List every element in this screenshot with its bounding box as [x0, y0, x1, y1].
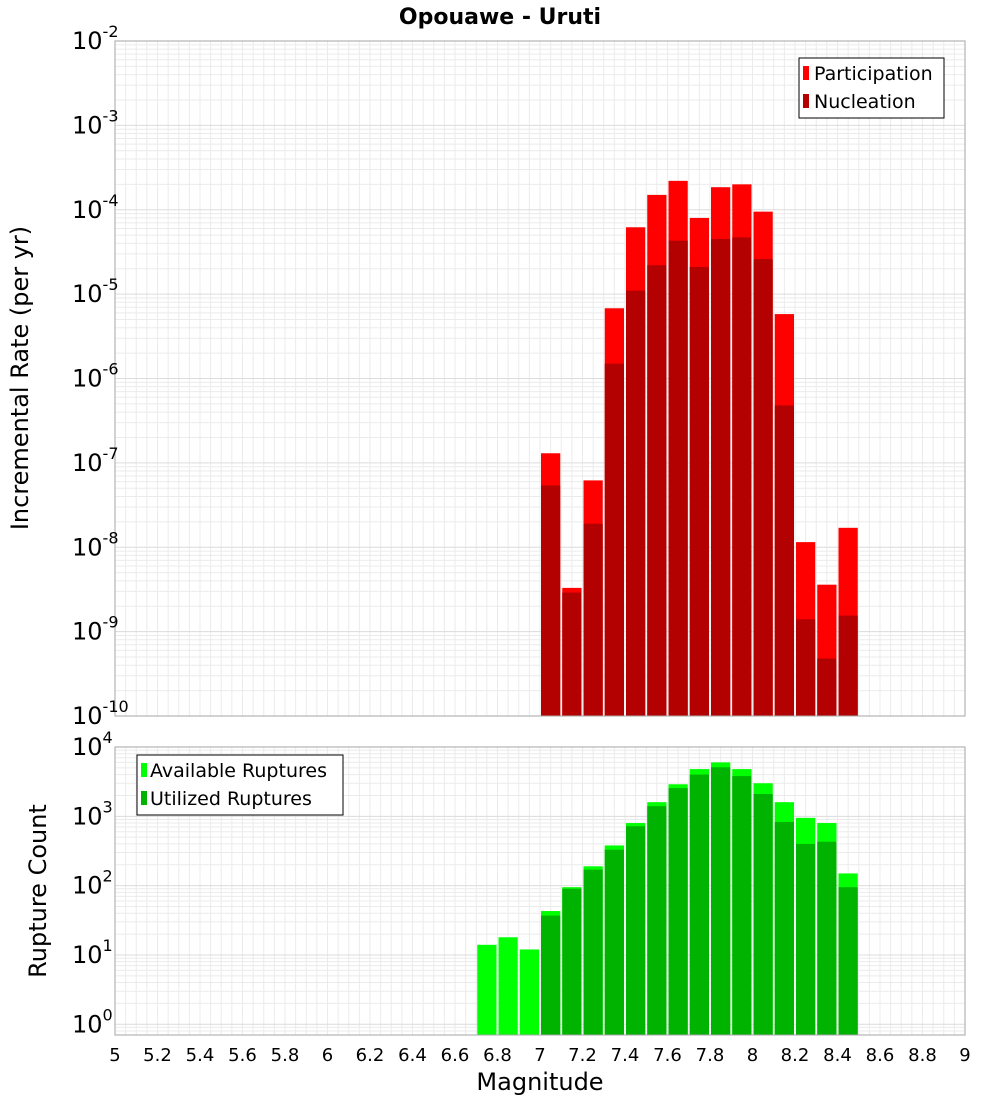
- bar-utilized-ruptures: [711, 767, 731, 1035]
- x-tick-label: 6.6: [441, 1045, 470, 1066]
- bar-nucleation: [732, 237, 752, 716]
- x-tick-label: 6: [322, 1045, 333, 1066]
- bottom-legend: Available Ruptures Utilized Ruptures: [136, 754, 344, 816]
- x-tick-label: 5: [109, 1045, 120, 1066]
- y-tick-label: 10-9: [72, 613, 119, 646]
- y-tick-label: 100: [72, 1005, 113, 1038]
- x-tick-label: 8.6: [866, 1045, 895, 1066]
- x-tick-label: 7.2: [568, 1045, 597, 1066]
- y-tick-label: 10-8: [72, 528, 119, 561]
- bar-nucleation: [583, 523, 603, 716]
- top-y-axis-label: Incremental Rate (per yr): [6, 226, 34, 530]
- top-y-ticks: 10-10 10-9 10-8 10-7 10-6 10-5 10-4 10-3 10-2: [72, 22, 129, 730]
- legend-swatch-utilized-ruptures: [141, 791, 147, 805]
- bar-utilized-ruptures: [668, 788, 688, 1035]
- bar-available-ruptures: [498, 937, 518, 1035]
- bar-available-ruptures: [477, 944, 497, 1035]
- x-tick-label: 5.8: [271, 1045, 300, 1066]
- y-tick-label: 10-4: [72, 191, 119, 224]
- bottom-plot-frame: [114, 746, 966, 1036]
- legend-swatch-participation: [803, 66, 809, 80]
- bar-utilized-ruptures: [626, 826, 646, 1035]
- x-tick-label: 5.2: [143, 1045, 172, 1066]
- x-tick-label: 6.4: [398, 1045, 427, 1066]
- top-grid: [114, 41, 966, 717]
- chart-title: Opouawe - Uruti: [399, 5, 601, 30]
- bar-utilized-ruptures: [541, 915, 561, 1035]
- bottom-bars: [477, 762, 858, 1035]
- bar-nucleation: [647, 265, 667, 716]
- bar-nucleation: [541, 485, 561, 716]
- legend-swatch-available-ruptures: [141, 763, 147, 777]
- x-tick-label: 8.8: [908, 1045, 937, 1066]
- bar-nucleation: [626, 290, 646, 716]
- bar-nucleation: [689, 266, 709, 716]
- x-tick-label: 7: [534, 1045, 545, 1066]
- bar-utilized-ruptures: [689, 774, 709, 1035]
- legend-label-participation: Participation: [814, 63, 933, 85]
- bar-utilized-ruptures: [732, 776, 752, 1035]
- bar-utilized-ruptures: [753, 793, 773, 1035]
- x-tick-label: 6.2: [356, 1045, 385, 1066]
- y-tick-label: 102: [72, 867, 113, 900]
- y-tick-label: 101: [72, 936, 113, 969]
- bar-nucleation: [668, 240, 688, 717]
- x-tick-label: 7.8: [696, 1045, 725, 1066]
- x-tick-label: 7.6: [653, 1045, 682, 1066]
- bar-utilized-ruptures: [583, 869, 603, 1035]
- bar-nucleation: [753, 259, 773, 716]
- x-tick-label: 7.4: [611, 1045, 640, 1066]
- top-plot-frame: [114, 40, 966, 717]
- y-tick-label: 103: [72, 797, 113, 830]
- legend-label-available-ruptures: Available Ruptures: [150, 760, 327, 782]
- bar-nucleation: [817, 658, 837, 716]
- x-tick-label: 9: [959, 1045, 970, 1066]
- y-tick-label: 10-3: [72, 106, 119, 139]
- bar-nucleation: [838, 615, 858, 716]
- y-tick-label: 10-6: [72, 360, 119, 393]
- bar-utilized-ruptures: [796, 843, 816, 1035]
- y-tick-label: 10-2: [72, 22, 119, 55]
- bar-nucleation: [774, 405, 794, 716]
- legend-label-utilized-ruptures: Utilized Ruptures: [150, 788, 312, 810]
- top-legend: Participation Nucleation: [798, 57, 945, 119]
- x-axis-label: Magnitude: [476, 1068, 603, 1096]
- y-tick-label: 10-10: [72, 697, 129, 730]
- y-tick-label: 10-7: [72, 444, 119, 477]
- bottom-y-ticks: 100 101 102 103 104: [72, 728, 113, 1038]
- top-bars: [541, 180, 858, 717]
- legend-label-nucleation: Nucleation: [814, 91, 916, 113]
- y-tick-label: 10-5: [72, 275, 119, 308]
- x-ticks: 5 5.2 5.4 5.6 5.8 6 6.2 6.4 6.6 6.8 7 7.2 7.4 7.6 7.8 8…: [109, 1045, 970, 1066]
- x-tick-label: 5.4: [186, 1045, 215, 1066]
- y-tick-label: 104: [72, 728, 113, 761]
- x-tick-label: 8.2: [781, 1045, 810, 1066]
- bar-nucleation: [562, 592, 582, 716]
- x-tick-label: 5.6: [228, 1045, 257, 1066]
- bar-available-ruptures: [519, 949, 539, 1035]
- bar-utilized-ruptures: [774, 821, 794, 1035]
- bar-utilized-ruptures: [604, 849, 624, 1035]
- bottom-y-axis-label: Rupture Count: [24, 804, 52, 978]
- bar-utilized-ruptures: [562, 888, 582, 1035]
- bar-nucleation: [604, 363, 624, 716]
- bar-utilized-ruptures: [817, 841, 837, 1035]
- x-tick-label: 8.4: [823, 1045, 852, 1066]
- bottom-plot-panel: 100 101 102 103 104 5 5.2 5.4 5.6 5.8 6 6.2 6.4 6.6 6…: [24, 728, 971, 1096]
- x-tick-label: 6.8: [483, 1045, 512, 1066]
- bar-utilized-ruptures: [647, 806, 667, 1035]
- bar-nucleation: [796, 619, 816, 716]
- x-tick-label: 8: [747, 1045, 758, 1066]
- bar-nucleation: [711, 239, 731, 716]
- legend-swatch-nucleation: [803, 94, 809, 108]
- top-plot-panel: 10-10 10-9 10-8 10-7 10-6 10-5 10-4 10-3 10-2 In…: [6, 22, 966, 730]
- bar-utilized-ruptures: [838, 887, 858, 1035]
